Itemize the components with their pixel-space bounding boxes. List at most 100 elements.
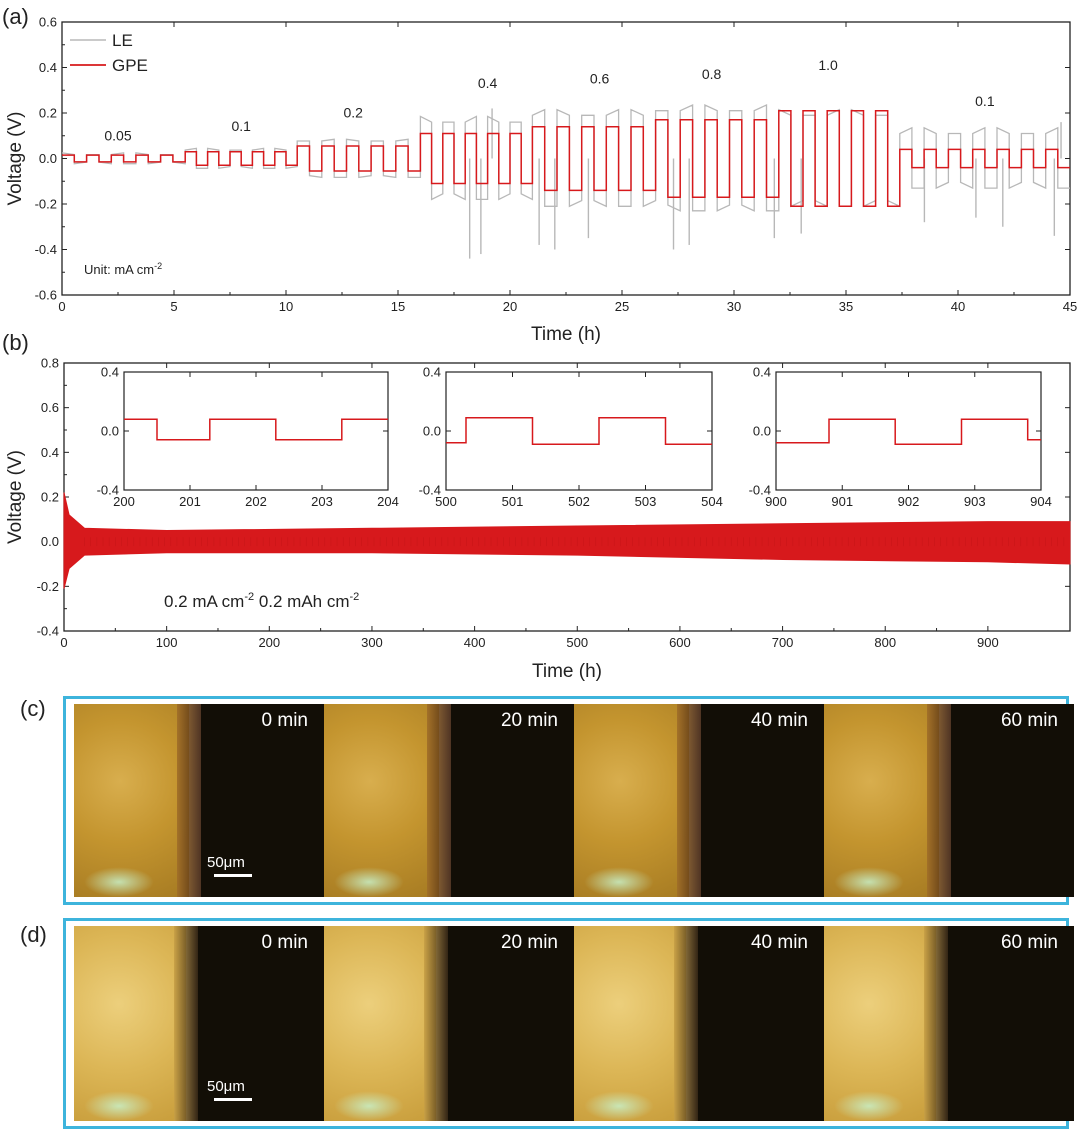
- b-inset-background: [776, 372, 1041, 490]
- a-y-tick-label: 0.4: [39, 60, 57, 75]
- micrograph-frame: 60 min: [824, 704, 1074, 897]
- a-legend-gpe-label: GPE: [112, 56, 148, 75]
- b-rate-annotation-capacity: 0.2 mAh cm: [254, 592, 349, 611]
- b-x-tick-label: 100: [156, 635, 178, 650]
- panel-label-d: (d): [20, 922, 47, 947]
- time-label: 0 min: [261, 710, 308, 731]
- time-label: 0 min: [261, 932, 308, 953]
- b-y-tick-label: -0.4: [37, 624, 59, 639]
- b-series-gpe-envelope: [63, 492, 1071, 589]
- a-series-le-line: [61, 103, 1070, 212]
- lithium-electrode-region: [824, 704, 939, 897]
- a-rate-label: 0.4: [478, 75, 498, 91]
- scale-bar: [214, 1098, 252, 1101]
- light-glare: [84, 867, 154, 897]
- electrode-interface: [427, 704, 451, 897]
- b-x-tick-label: 500: [566, 635, 588, 650]
- light-glare: [584, 867, 654, 897]
- a-y-tick-label: 0.2: [39, 106, 57, 121]
- electrode-interface: [174, 926, 198, 1121]
- b-inset-3-x-tick-label: 902: [898, 494, 920, 509]
- time-label: 60 min: [1000, 710, 1058, 731]
- a-rate-label: 0.05: [104, 127, 131, 143]
- b-inset-1-y-tick-label: 0.4: [101, 365, 119, 380]
- b-inset-3-x-tick-label: 901: [831, 494, 853, 509]
- b-inset-2-x-tick-label: 504: [701, 494, 723, 509]
- a-rate-label: 0.8: [702, 66, 722, 82]
- b-inset-3-y-tick-label: -0.4: [749, 483, 771, 498]
- time-label: 60 min: [1000, 932, 1058, 953]
- lithium-electrode-region: [574, 704, 689, 897]
- light-glare: [334, 867, 404, 897]
- electrolyte-region: [201, 704, 324, 897]
- electrolyte-region: [448, 926, 574, 1121]
- a-y-tick-label: -0.6: [35, 288, 57, 303]
- b-inset-1-y-tick-label: -0.4: [97, 483, 119, 498]
- lithium-electrode-region: [574, 926, 686, 1121]
- b-inset-3-gpe-line: [776, 418, 1041, 446]
- electrolyte-region: [951, 704, 1074, 897]
- b-inset-1-y-tick-label: 0.0: [101, 424, 119, 439]
- b-x-tick-label: 600: [669, 635, 691, 650]
- light-glare: [334, 1091, 404, 1121]
- electrode-interface: [177, 704, 201, 897]
- b-inset-3-y-tick-label: 0.4: [753, 365, 771, 380]
- b-inset-3-x-tick-label: 903: [964, 494, 986, 509]
- b-y-tick-label: -0.2: [37, 579, 59, 594]
- a-x-axis-label: Time (h): [531, 324, 601, 345]
- b-inset-2-x-tick-label: 501: [502, 494, 524, 509]
- micrograph-frame: 20 min: [324, 704, 574, 897]
- b-inset-background: [446, 372, 712, 490]
- time-label: 40 min: [750, 710, 808, 731]
- a-unit-annotation: Unit: mA cm-2: [84, 261, 162, 277]
- b-x-tick-label: 300: [361, 635, 383, 650]
- b-x-tick-label: 900: [977, 635, 999, 650]
- panel-label-c: (c): [20, 696, 46, 721]
- a-legend-le-label: LE: [112, 31, 133, 50]
- a-plot-frame: [61, 21, 1071, 296]
- light-glare: [584, 1091, 654, 1121]
- micrograph-frame: 40 min: [574, 926, 824, 1121]
- lithium-electrode-region: [74, 704, 189, 897]
- a-x-tick-label: 5: [170, 299, 177, 314]
- time-label: 20 min: [500, 932, 558, 953]
- time-label: 20 min: [500, 710, 558, 731]
- b-inset-2: 500 501 502 503 504 -0.4 0.0 0.4: [419, 365, 723, 509]
- electrolyte-region: [198, 926, 324, 1121]
- lithium-electrode-region: [824, 926, 936, 1121]
- light-glare: [84, 1091, 154, 1121]
- electrolyte-region: [451, 704, 574, 897]
- b-inset-2-y-tick-label: 0.0: [423, 424, 441, 439]
- b-inset-1-x-tick-label: 200: [113, 494, 135, 509]
- b-inset-1-gpe-line: [124, 418, 388, 441]
- chart-a: 0 5 10 15 20 25 30 35 40 45 -0.6 -0.4 -0.2 0.0 0.2 0.4 0…: [5, 15, 1077, 345]
- b-inset-2-x-tick-label: 500: [435, 494, 457, 509]
- b-inset-2-y-tick-label: -0.4: [419, 483, 441, 498]
- b-inset-1-x-tick-label: 202: [245, 494, 267, 509]
- a-x-tick-label: 40: [951, 299, 965, 314]
- b-y-tick-label: 0.6: [41, 400, 59, 415]
- electrode-interface: [927, 704, 951, 897]
- a-x-tick-label: 30: [727, 299, 741, 314]
- b-rate-superscript-2: -2: [350, 591, 360, 603]
- electrolyte-region: [698, 926, 824, 1121]
- a-y-tick-label: 0.6: [39, 15, 57, 30]
- b-inset-2-x-tick-label: 502: [568, 494, 590, 509]
- electrode-interface: [677, 704, 701, 897]
- b-x-tick-label: 0: [60, 635, 67, 650]
- b-inset-3-x-tick-label: 904: [1030, 494, 1052, 509]
- a-series-gpe-line: [62, 109, 1070, 208]
- light-glare: [834, 1091, 904, 1121]
- light-glare: [834, 867, 904, 897]
- b-inset-3-y-tick-label: 0.0: [753, 424, 771, 439]
- b-rate-annotation: 0.2 mA cm-2 0.2 mAh cm-2: [164, 591, 359, 611]
- panel-label-a: (a): [2, 4, 29, 29]
- a-y-tick-label: 0.0: [39, 151, 57, 166]
- b-y-tick-label: 0.8: [41, 356, 59, 371]
- b-x-tick-label: 400: [464, 635, 486, 650]
- micrograph-frame: 0 min 50μm: [74, 926, 324, 1121]
- b-y-tick-label: 0.2: [41, 490, 59, 505]
- electrode-interface: [674, 926, 698, 1121]
- a-y-tick-label: -0.4: [35, 242, 57, 257]
- lithium-electrode-region: [324, 704, 439, 897]
